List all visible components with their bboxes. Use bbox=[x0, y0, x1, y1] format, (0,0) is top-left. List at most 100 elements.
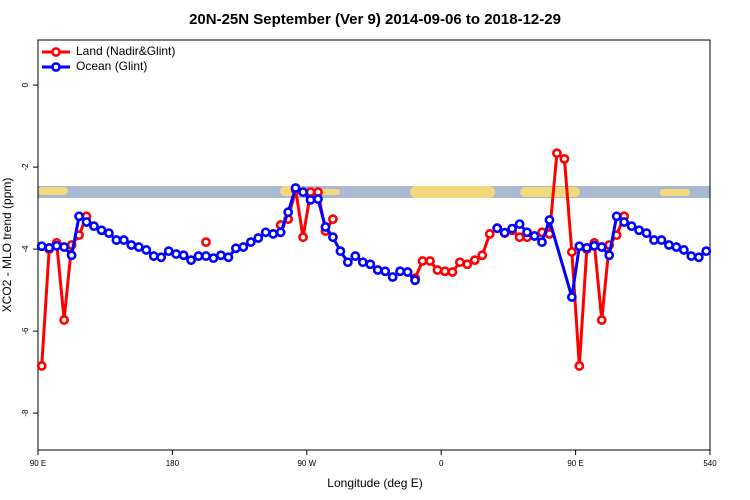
point bbox=[118, 235, 129, 245]
point bbox=[581, 242, 592, 253]
point bbox=[395, 266, 406, 277]
point bbox=[596, 315, 607, 325]
point bbox=[507, 223, 518, 234]
point bbox=[313, 194, 323, 204]
point bbox=[357, 257, 368, 268]
point bbox=[566, 292, 577, 302]
point bbox=[656, 235, 667, 245]
point bbox=[81, 217, 92, 227]
point bbox=[440, 266, 450, 277]
point bbox=[447, 267, 458, 277]
legend-marker bbox=[51, 47, 61, 57]
legend-label: Land (Nadir&Glint) bbox=[76, 44, 175, 58]
point bbox=[275, 227, 286, 238]
point bbox=[462, 259, 473, 270]
point bbox=[387, 272, 398, 282]
point bbox=[664, 240, 674, 250]
point bbox=[208, 253, 219, 264]
point bbox=[253, 233, 264, 243]
point bbox=[641, 228, 652, 239]
point bbox=[634, 225, 644, 236]
point bbox=[126, 240, 137, 250]
chart-title: 20N-25N September (Ver 9) 2014-09-06 to … bbox=[189, 11, 561, 28]
x-tick-label: 90 W bbox=[297, 459, 316, 468]
point bbox=[693, 252, 704, 263]
point bbox=[171, 249, 182, 259]
map-strip bbox=[38, 186, 710, 198]
point bbox=[559, 153, 570, 164]
point bbox=[305, 194, 316, 205]
point bbox=[477, 250, 488, 261]
point bbox=[537, 237, 547, 248]
point bbox=[36, 241, 47, 252]
point bbox=[342, 257, 353, 268]
point bbox=[410, 275, 420, 286]
point bbox=[238, 242, 249, 252]
point bbox=[186, 255, 196, 266]
y-axis-label: XCO2 - MLO trend (ppm) bbox=[0, 178, 14, 313]
series-line bbox=[40, 151, 626, 368]
point bbox=[469, 255, 480, 266]
point bbox=[678, 245, 689, 255]
point bbox=[201, 251, 211, 261]
point bbox=[604, 250, 615, 261]
point bbox=[686, 251, 697, 261]
point bbox=[328, 232, 338, 243]
x-axis-label: Longitude (deg E) bbox=[327, 476, 422, 490]
point bbox=[619, 217, 630, 227]
point bbox=[163, 246, 174, 257]
point bbox=[298, 232, 308, 243]
point bbox=[566, 247, 577, 257]
point bbox=[66, 250, 77, 261]
legend-marker bbox=[51, 62, 61, 72]
point bbox=[44, 242, 55, 253]
point bbox=[499, 227, 510, 238]
point bbox=[59, 315, 70, 325]
point bbox=[156, 252, 167, 263]
point bbox=[350, 251, 361, 261]
point bbox=[283, 207, 294, 218]
legend-label: Ocean (Glint) bbox=[76, 59, 147, 73]
point bbox=[133, 242, 144, 252]
point bbox=[260, 227, 271, 238]
y-tick-label: -8 bbox=[21, 409, 30, 417]
y-tick-label: -4 bbox=[21, 245, 30, 253]
x-tick-label: 90 E bbox=[567, 459, 583, 468]
point bbox=[104, 228, 114, 239]
point bbox=[402, 267, 413, 277]
point bbox=[611, 211, 622, 222]
point bbox=[320, 222, 331, 232]
y-tick-label: -6 bbox=[21, 327, 30, 335]
point bbox=[89, 221, 99, 232]
x-tick-label: 0 bbox=[439, 459, 444, 468]
point bbox=[514, 232, 525, 243]
point bbox=[74, 211, 84, 222]
point bbox=[432, 265, 443, 275]
point bbox=[268, 229, 279, 239]
point bbox=[59, 242, 70, 252]
point bbox=[671, 242, 682, 252]
point bbox=[425, 256, 435, 266]
point bbox=[245, 237, 256, 248]
point bbox=[305, 187, 316, 198]
point bbox=[141, 245, 152, 255]
point bbox=[574, 241, 585, 252]
x-tick-label: 90 E bbox=[30, 459, 46, 468]
point bbox=[492, 223, 503, 234]
point bbox=[298, 187, 308, 198]
point bbox=[290, 183, 301, 193]
point bbox=[701, 246, 712, 257]
point bbox=[514, 219, 525, 229]
point bbox=[111, 235, 122, 245]
point bbox=[589, 240, 600, 251]
point bbox=[372, 265, 383, 275]
y-tick-label: 0 bbox=[21, 82, 30, 87]
point bbox=[454, 257, 465, 268]
point bbox=[201, 237, 211, 248]
point bbox=[335, 246, 346, 257]
point bbox=[626, 221, 637, 232]
point bbox=[484, 229, 495, 239]
point bbox=[522, 227, 532, 238]
point bbox=[51, 240, 62, 251]
point bbox=[223, 252, 234, 263]
